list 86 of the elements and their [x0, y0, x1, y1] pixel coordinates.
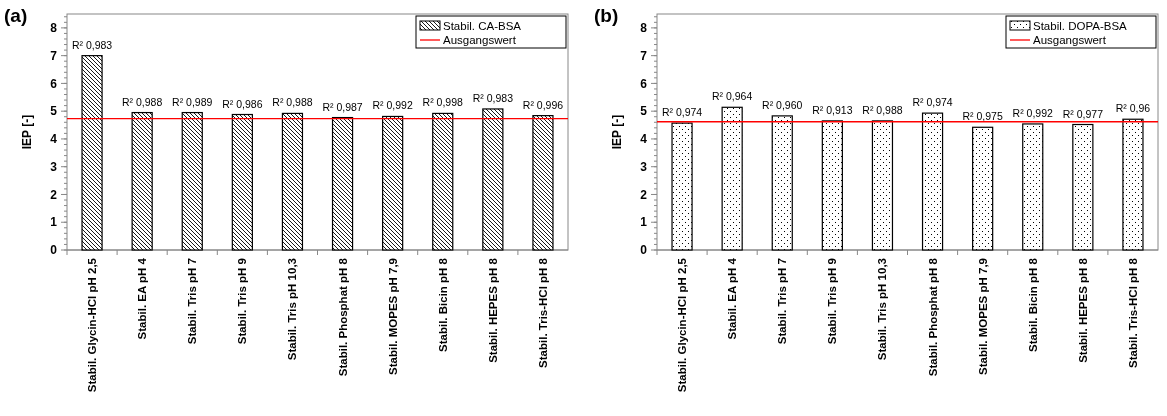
chart-title: (b): [594, 5, 619, 26]
x-tick-label: Stabil. HEPES pH 8: [1076, 257, 1089, 363]
bar: [972, 126, 994, 251]
x-tick-label: Stabil. EA pH 4: [136, 257, 149, 340]
x-tick-label: Stabil. MOPES pH 7,9: [976, 258, 989, 375]
y-tick-label: 0: [50, 243, 58, 258]
data-label: R² 0,992: [372, 99, 413, 112]
x-tick-label: Stabil. Tris pH 9: [236, 258, 249, 345]
data-label: R² 0,975: [962, 110, 1003, 123]
data-label: R² 0,964: [712, 90, 753, 103]
bar: [721, 106, 743, 251]
bar: [921, 112, 944, 251]
data-label: R² 0,988: [272, 96, 313, 109]
y-tick-label: 1: [50, 215, 58, 230]
x-tick-label: Stabil. Tris-HCl pH 8: [536, 257, 549, 368]
data-label: R² 0,974: [912, 96, 953, 109]
legend-label: Ausgangswert: [1033, 34, 1107, 47]
x-tick-label: Stabil. Tris pH 10,3: [876, 258, 889, 361]
x-tick-label: Stabil. Glycin-HCl pH 2,5: [86, 257, 99, 393]
x-tick-label: Stabil. Tris pH 7: [776, 258, 789, 345]
x-tick-label: Stabil. Tris-HCl pH 8: [1126, 257, 1139, 368]
x-tick-label: Stabil. Bicin pH 8: [1026, 257, 1039, 352]
bar: [382, 115, 404, 251]
data-label: R² 0,960: [762, 98, 803, 111]
bar: [281, 112, 304, 251]
data-label: R² 0,983: [472, 91, 514, 104]
legend-label: Stabil. DOPA-BSA: [1033, 20, 1128, 33]
x-tick-label: Stabil. Tris pH 9: [826, 258, 839, 345]
y-tick-label: 7: [50, 48, 58, 63]
data-label: R² 0,988: [122, 95, 163, 108]
y-tick-label: 2: [640, 187, 648, 202]
y-tick-label: 4: [640, 132, 648, 147]
bar: [131, 111, 153, 251]
bar: [482, 108, 504, 251]
bar: [331, 116, 354, 251]
x-tick-label: Stabil. MOPES pH 7,9: [386, 258, 399, 375]
data-label: R² 0,989: [172, 95, 213, 108]
data-label: R² 0,913: [812, 103, 853, 116]
bar: [532, 115, 554, 251]
data-label: R² 0,996: [522, 98, 564, 111]
y-tick-label: 0: [640, 243, 648, 258]
data-label: R² 0,977: [1062, 107, 1104, 120]
y-tick-label: 5: [50, 104, 58, 119]
bar: [671, 122, 693, 251]
x-tick-label: Stabil. HEPES pH 8: [486, 257, 499, 363]
y-tick-label: 1: [640, 215, 648, 230]
y-axis-title: IEP [-]: [610, 114, 624, 150]
y-axis-title: IEP [-]: [20, 114, 34, 150]
y-tick-label: 6: [640, 76, 648, 91]
x-tick-label: Stabil. Tris pH 7: [186, 258, 199, 345]
chart-title: (a): [4, 5, 28, 26]
legend-label: Ausgangswert: [443, 34, 517, 47]
y-tick-label: 3: [640, 159, 648, 174]
y-tick-label: 3: [50, 159, 58, 174]
bar: [871, 120, 894, 251]
bar: [181, 111, 203, 251]
bar: [432, 112, 454, 251]
data-label: R² 0,987: [322, 100, 363, 113]
data-label: R² 0,992: [1012, 106, 1054, 119]
bar: [1122, 118, 1144, 251]
x-tick-label: Stabil. EA pH 4: [726, 257, 739, 340]
x-tick-label: Stabil. Bicin pH 8: [436, 257, 449, 352]
x-tick-label: Stabil. Phosphat pH 8: [336, 257, 349, 377]
legend-label: Stabil. CA-BSA: [443, 20, 522, 33]
data-label: R² 0,983: [71, 38, 113, 51]
data-label: R² 0,986: [222, 97, 263, 110]
y-tick-label: 2: [50, 187, 58, 202]
y-tick-label: 6: [50, 76, 58, 91]
bar: [1072, 123, 1094, 251]
y-tick-label: 5: [640, 104, 648, 119]
data-label: R² 0,974: [661, 106, 703, 119]
y-tick-label: 4: [50, 132, 58, 147]
data-label: R² 0,96: [1115, 102, 1151, 115]
y-tick-label: 7: [640, 48, 648, 63]
y-tick-label: 8: [50, 21, 58, 36]
data-label: R² 0,988: [862, 103, 903, 116]
x-tick-label: Stabil. Phosphat pH 8: [926, 257, 939, 377]
bar: [231, 113, 253, 251]
y-tick-label: 8: [640, 21, 648, 36]
bar: [771, 115, 793, 251]
bar: [1022, 123, 1044, 251]
x-tick-label: Stabil. Tris pH 10,3: [286, 258, 299, 361]
bar: [821, 120, 843, 251]
bar: [81, 55, 103, 251]
data-label: R² 0,998: [422, 96, 464, 109]
x-tick-label: Stabil. Glycin-HCl pH 2,5: [676, 257, 689, 393]
